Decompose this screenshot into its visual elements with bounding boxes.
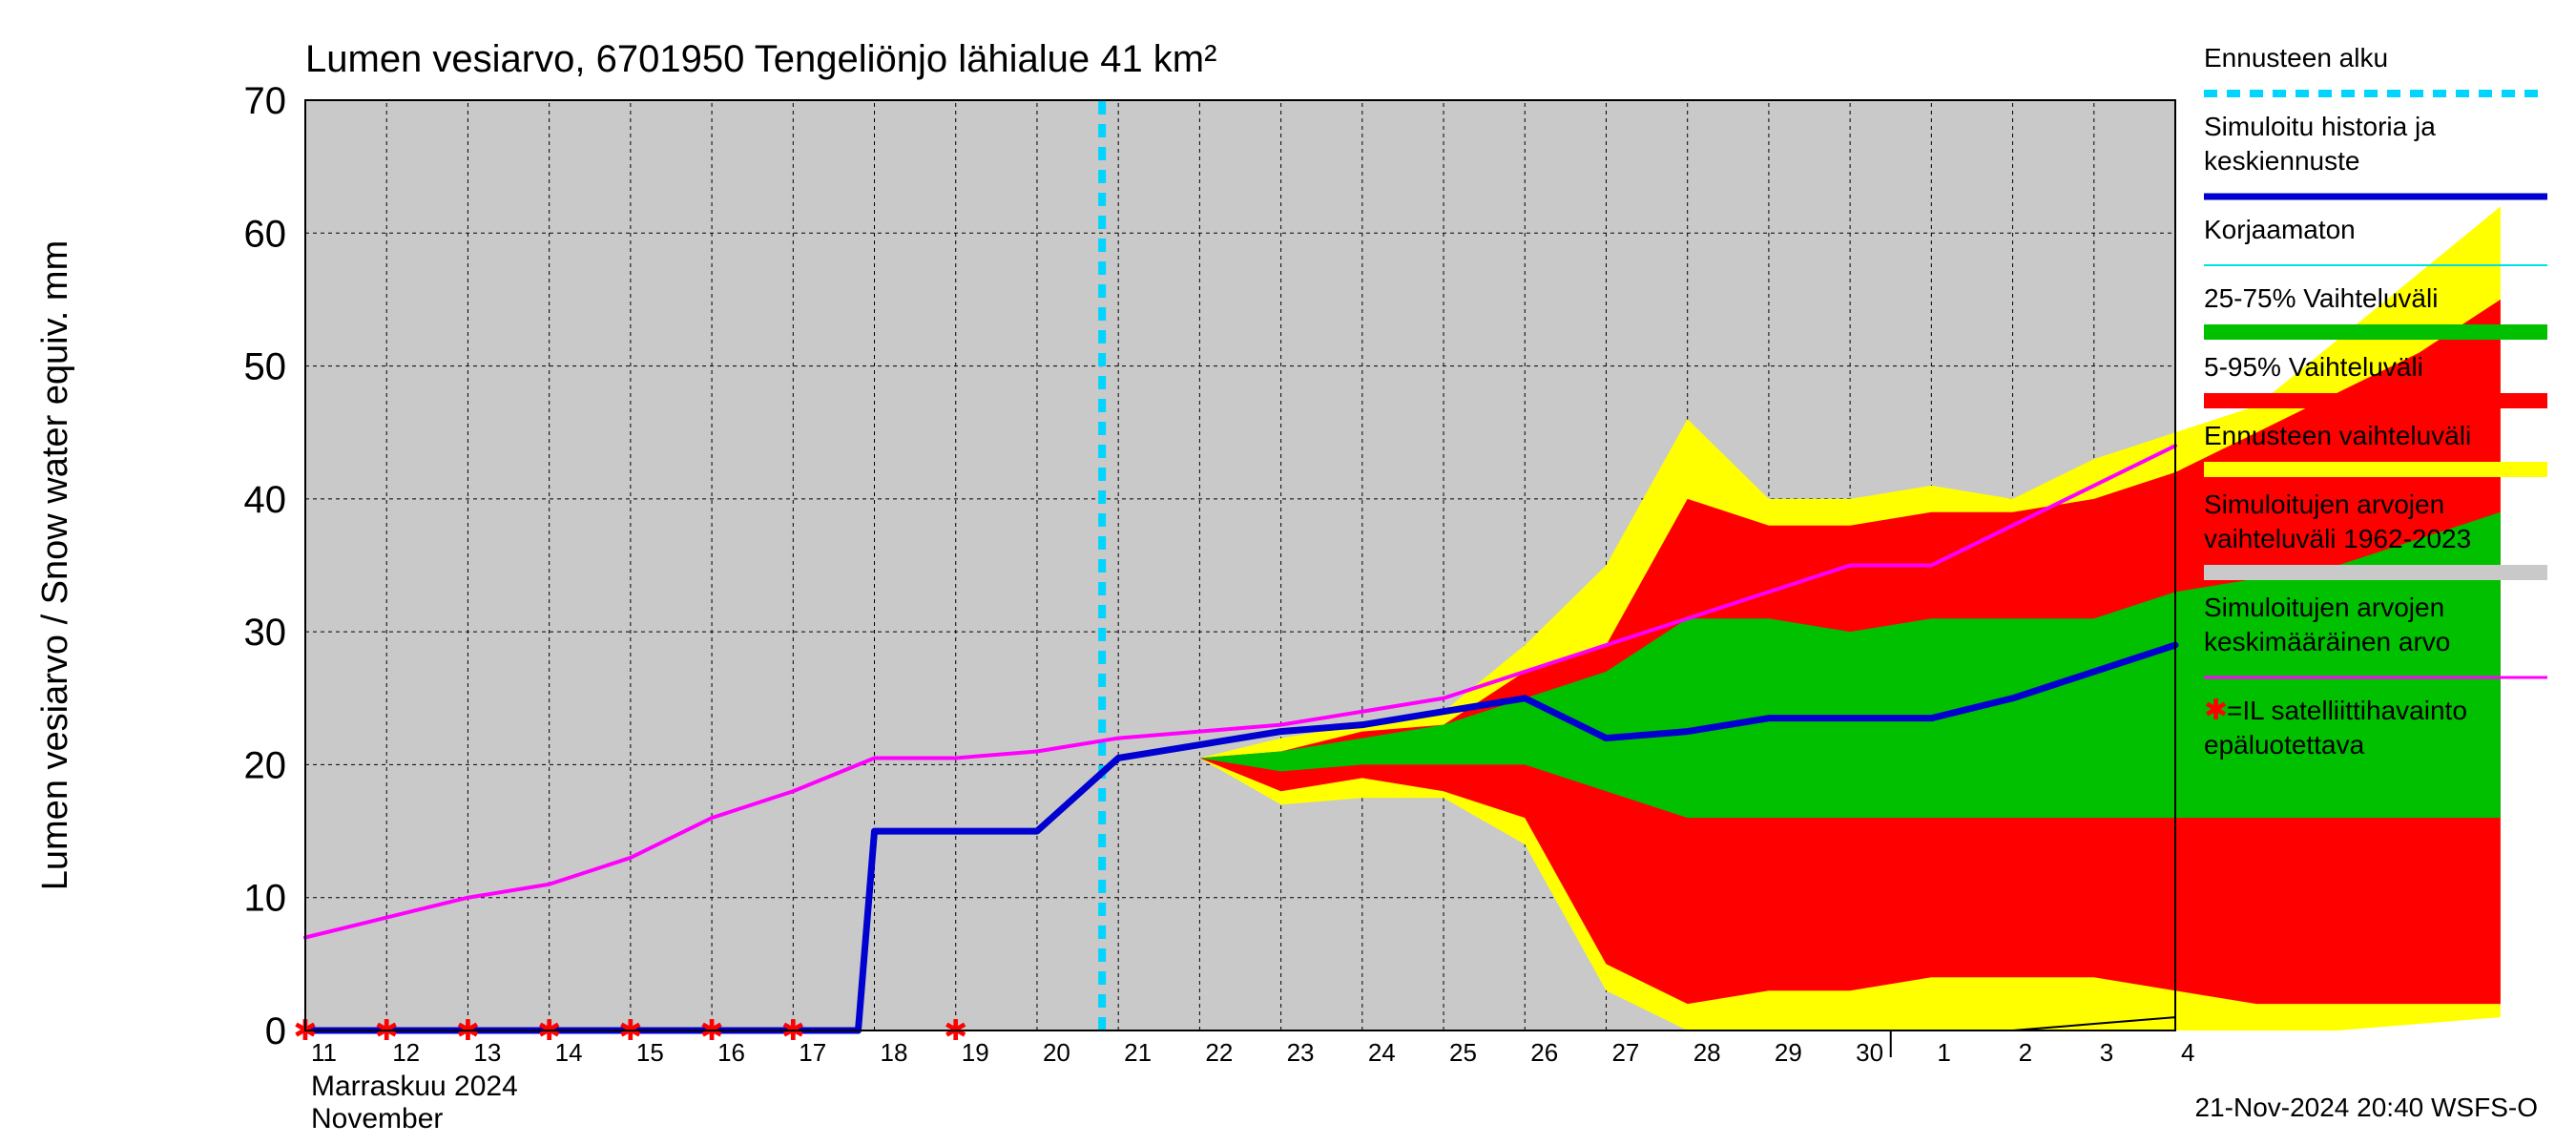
xtick-label: 27 <box>1611 1038 1639 1067</box>
legend-swatch <box>2204 462 2547 477</box>
legend-label: Simuloitujen arvojen <box>2204 489 2444 519</box>
xtick-label: 13 <box>473 1038 501 1067</box>
ytick-label: 10 <box>244 878 287 920</box>
xtick-label: 19 <box>962 1038 989 1067</box>
legend-star-icon: ✱ <box>2204 695 2228 726</box>
xtick-label: 30 <box>1856 1038 1883 1067</box>
xtick-label: 17 <box>799 1038 826 1067</box>
xtick-label: 1 <box>1937 1038 1950 1067</box>
xtick-label: 15 <box>636 1038 664 1067</box>
xtick-label: 28 <box>1693 1038 1721 1067</box>
ytick-label: 0 <box>265 1010 286 1052</box>
chart-title: Lumen vesiarvo, 6701950 Tengeliönjo lähi… <box>305 38 1216 80</box>
y-axis-label: Lumen vesiarvo / Snow water equiv. mm <box>35 240 75 890</box>
xtick-label: 20 <box>1043 1038 1070 1067</box>
ytick-label: 60 <box>244 213 287 255</box>
xtick-label: 3 <box>2100 1038 2113 1067</box>
xtick-label: 24 <box>1368 1038 1396 1067</box>
ytick-label: 70 <box>244 80 287 122</box>
legend-label: epäluotettava <box>2204 730 2365 760</box>
legend-label: Korjaamaton <box>2204 215 2356 244</box>
legend-label: keskiennuste <box>2204 146 2359 176</box>
legend-swatch <box>2204 565 2547 580</box>
chart-svg: ✱✱✱✱✱✱✱✱01020304050607011121314151617181… <box>0 0 2576 1145</box>
ytick-label: 20 <box>244 744 287 786</box>
legend-label: Simuloitujen arvojen <box>2204 593 2444 622</box>
xtick-label: 18 <box>881 1038 908 1067</box>
chart-container: ✱✱✱✱✱✱✱✱01020304050607011121314151617181… <box>0 0 2576 1145</box>
legend-label: vaihteluväli 1962-2023 <box>2204 524 2471 553</box>
legend-label: 25-75% Vaihteluväli <box>2204 283 2438 313</box>
xtick-label: 2 <box>2019 1038 2032 1067</box>
xtick-label: 21 <box>1124 1038 1152 1067</box>
legend-swatch <box>2204 393 2547 408</box>
legend-label: keskimääräinen arvo <box>2204 627 2450 656</box>
xtick-label: 12 <box>392 1038 420 1067</box>
legend-label: 5-95% Vaihteluväli <box>2204 352 2423 382</box>
legend-label: Simuloitu historia ja <box>2204 112 2436 141</box>
xtick-label: 16 <box>717 1038 745 1067</box>
legend-label: =IL satelliittihavainto <box>2227 696 2467 725</box>
legend-label: Ennusteen vaihteluväli <box>2204 421 2471 450</box>
legend-label: Ennusteen alku <box>2204 43 2388 73</box>
ytick-label: 50 <box>244 346 287 388</box>
ytick-label: 40 <box>244 479 287 521</box>
xlabel-month-fi: Marraskuu 2024 <box>311 1071 518 1102</box>
xtick-label: 26 <box>1530 1038 1558 1067</box>
legend-swatch <box>2204 324 2547 340</box>
xtick-label: 29 <box>1775 1038 1802 1067</box>
xtick-label: 4 <box>2181 1038 2194 1067</box>
xtick-label: 22 <box>1205 1038 1233 1067</box>
xlabel-month-en: November <box>311 1103 443 1135</box>
xtick-label: 14 <box>555 1038 583 1067</box>
footer-timestamp: 21-Nov-2024 20:40 WSFS-O <box>2195 1093 2539 1122</box>
ytick-label: 30 <box>244 612 287 654</box>
xtick-label: 23 <box>1287 1038 1315 1067</box>
xtick-label: 25 <box>1449 1038 1477 1067</box>
xtick-label: 11 <box>311 1038 337 1067</box>
